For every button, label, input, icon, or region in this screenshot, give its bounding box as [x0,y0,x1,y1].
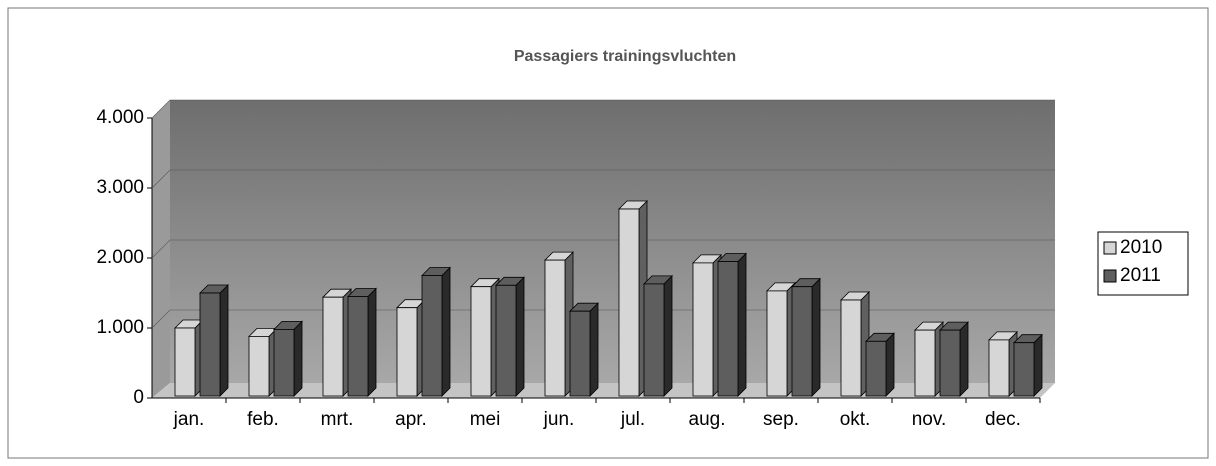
bar [914,329,936,397]
x-tick-label: mei [470,409,501,430]
bar [939,329,961,397]
legend-label: 2011 [1120,265,1161,286]
x-tick-label: dec. [985,409,1021,430]
legend-label: 2010 [1120,237,1162,258]
legend-swatch [1103,269,1117,283]
bar [618,208,640,397]
bar-side [811,277,821,397]
x-tick-label: aug. [689,409,726,430]
bar-side [737,252,747,397]
bar [717,261,739,397]
bar [766,290,788,397]
x-tick-label: feb. [247,409,279,430]
grid-line [151,239,1055,259]
bar-side [293,320,303,397]
bar [1013,342,1035,397]
bar-side [367,287,377,397]
x-tick-label: sep. [763,409,799,430]
bar [791,286,813,397]
bar [396,307,418,397]
bar-side [441,266,451,397]
grid-line [151,99,1055,119]
bar [840,299,862,397]
bar-side [663,274,673,397]
chart-title: Passagiers trainingsvluchten [514,48,736,65]
bar [544,259,566,397]
bar-side [959,321,969,397]
bar [495,284,517,397]
bar-side [515,276,525,397]
floor [152,383,1055,398]
bar [174,327,196,397]
grid-line [151,309,1055,329]
bar-side [589,302,599,397]
y-tick-label: 2.000 [96,247,144,268]
bar [470,286,492,397]
bar [643,283,665,397]
bar-side [1033,333,1043,397]
y-tick-label: 0 [133,387,144,408]
bar [988,339,1010,397]
x-tick-label: jun. [543,409,575,430]
bar [322,296,344,397]
y-tick-label: 1.000 [96,317,144,338]
bar [273,328,295,397]
x-tick-label: jul. [620,409,645,430]
x-tick-label: nov. [912,409,947,430]
x-tick-label: jan. [173,409,205,430]
y-tick-label: 4.000 [96,107,144,128]
bar [569,310,591,397]
bar [421,275,443,397]
bar [865,340,887,397]
y-tick-label: 3.000 [96,177,144,198]
bar-side [885,332,895,397]
bar [199,292,221,397]
x-tick-label: apr. [395,409,427,430]
back-wall [170,100,1055,383]
bar [347,296,369,397]
grid-line [151,169,1055,189]
bar-side [219,284,229,397]
x-tick-label: okt. [840,409,871,430]
bar [248,335,270,397]
x-tick-label: mrt. [321,409,354,430]
bar [692,262,714,397]
legend-swatch [1103,241,1117,255]
